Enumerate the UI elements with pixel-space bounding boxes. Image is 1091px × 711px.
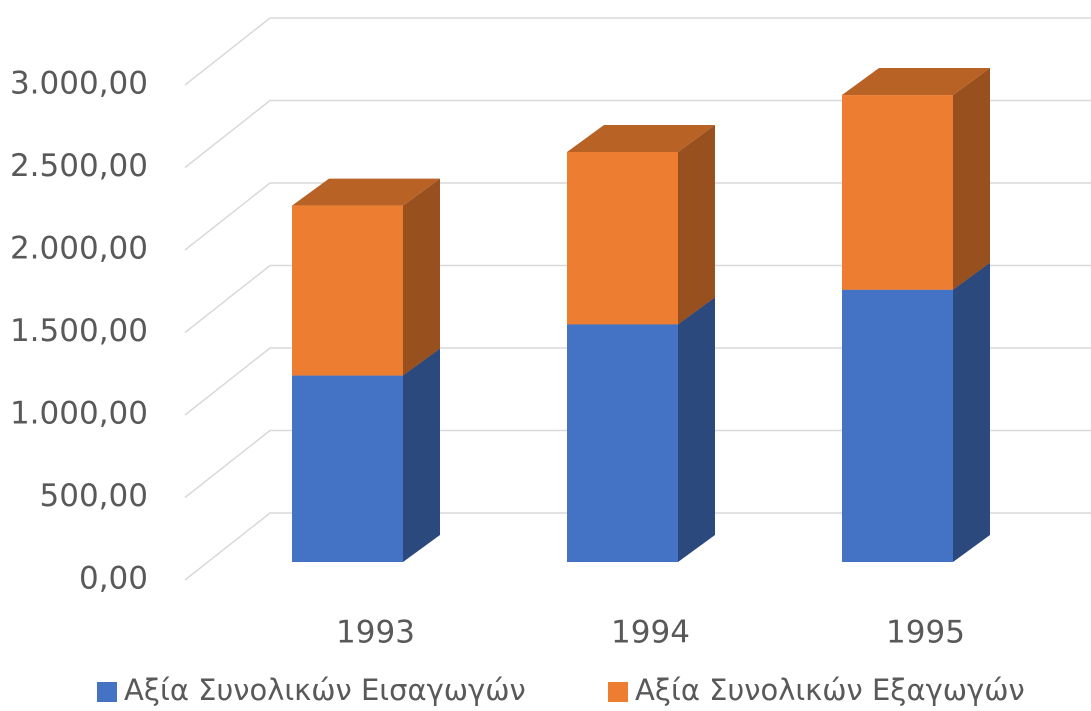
x-tick-label: 1993 <box>336 615 415 651</box>
y-tick-label: 3.000,00 <box>10 66 148 102</box>
bar <box>567 297 715 562</box>
bar-front <box>842 289 953 562</box>
bar-side <box>678 124 715 325</box>
y-tick-label: 2.500,00 <box>10 148 148 184</box>
bar-side <box>953 68 990 290</box>
bar-side <box>403 348 440 562</box>
grid-line <box>184 17 1091 86</box>
bar <box>292 348 440 562</box>
x-tick-label: 1994 <box>611 615 690 651</box>
y-tick-label: 500,00 <box>40 478 148 514</box>
bar <box>292 178 440 376</box>
bar-front <box>292 205 403 376</box>
x-tick-label: 1995 <box>886 615 965 651</box>
grid-line <box>184 347 1091 416</box>
bar <box>567 124 715 325</box>
bar <box>842 68 990 290</box>
grid-line <box>184 182 1091 251</box>
y-tick-label: 0,00 <box>79 561 148 597</box>
bar-front <box>292 375 403 562</box>
bar-front <box>567 151 678 325</box>
grid-line <box>184 264 1091 334</box>
legend-label: Αξία Συνολικών Εξαγωγών <box>635 673 1025 707</box>
y-tick-label: 1.000,00 <box>10 396 148 432</box>
grid-line <box>184 99 1091 169</box>
bar-top <box>567 124 715 152</box>
bar-front <box>567 324 678 562</box>
legend-swatch <box>97 682 117 702</box>
grid-line <box>184 429 1091 499</box>
y-tick-label: 2.000,00 <box>10 231 148 267</box>
bar-side <box>403 178 440 376</box>
bar-side <box>678 297 715 562</box>
bar-front <box>842 95 953 290</box>
y-tick-label: 1.500,00 <box>10 313 148 349</box>
bar-top <box>842 68 990 96</box>
grid-line <box>184 512 1091 581</box>
legend-label: Αξία Συνολικών Εισαγωγών <box>124 673 526 707</box>
bar-top <box>292 178 440 206</box>
bar-side <box>953 262 990 562</box>
bar <box>842 262 990 562</box>
legend-swatch <box>608 682 628 702</box>
